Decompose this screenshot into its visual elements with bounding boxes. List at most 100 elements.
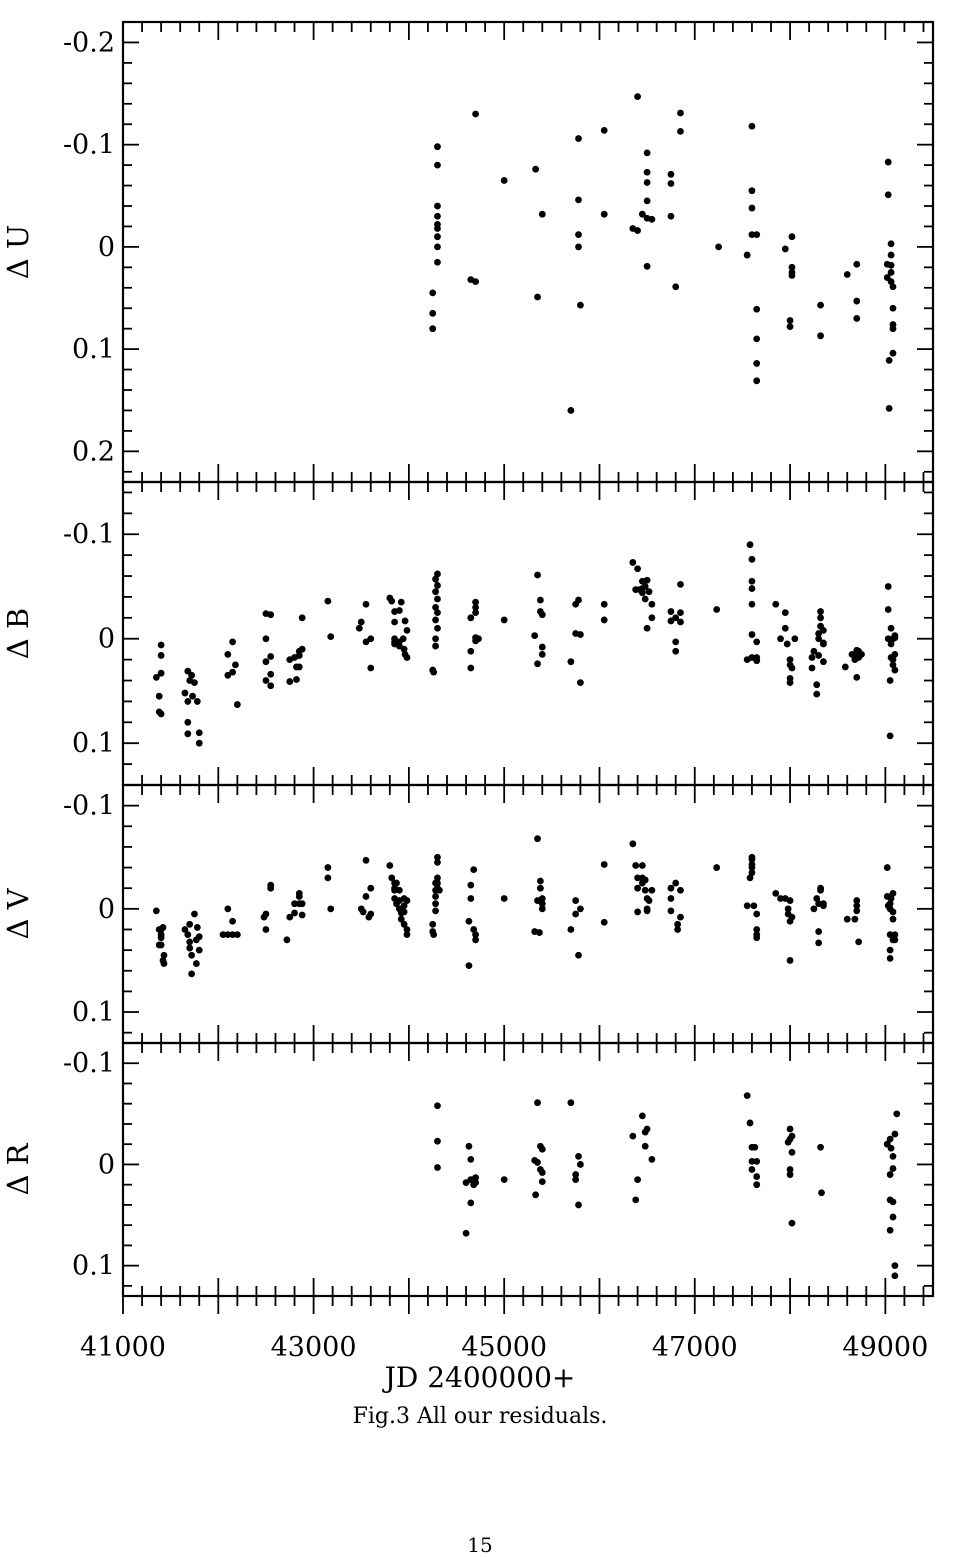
data-point-v — [648, 886, 656, 894]
data-point-b — [677, 609, 684, 617]
data-point-r — [753, 1173, 761, 1180]
data-point-u — [434, 161, 441, 169]
data-point-r — [886, 1226, 894, 1234]
data-point-b — [224, 650, 232, 658]
data-point-b — [748, 555, 756, 563]
data-point-r — [786, 1171, 794, 1178]
data-point-v — [267, 884, 275, 892]
data-point-v — [434, 874, 441, 882]
data-point-r — [891, 1262, 899, 1270]
data-point-u — [884, 158, 892, 166]
data-point-v — [367, 910, 375, 918]
data-point-b — [786, 656, 794, 664]
data-point-u — [472, 278, 479, 286]
data-point-v — [470, 926, 478, 933]
data-point-u — [786, 317, 794, 324]
data-point-u — [884, 191, 892, 199]
page-number: 15 — [467, 1533, 493, 1557]
data-point-v — [753, 934, 761, 942]
data-point-u — [434, 243, 441, 251]
data-point-v — [891, 936, 899, 944]
data-point-v — [286, 913, 294, 921]
data-point-r — [788, 1132, 796, 1140]
data-point-r — [538, 1169, 546, 1176]
data-point-r — [748, 1166, 756, 1173]
data-point-v — [641, 886, 649, 894]
data-point-v — [193, 924, 201, 931]
data-point-b — [786, 679, 794, 687]
panel-v-ytick-label: 0 — [98, 894, 115, 925]
data-point-b — [157, 641, 165, 649]
data-point-v — [843, 915, 851, 923]
data-point-b — [367, 635, 375, 643]
data-point-u — [575, 196, 582, 204]
data-point-u — [667, 180, 675, 187]
data-point-v — [667, 884, 675, 892]
data-point-u — [677, 109, 684, 117]
data-point-v — [229, 917, 236, 925]
data-point-r — [434, 1102, 441, 1110]
panel-r-frame — [121, 1041, 935, 1298]
data-point-v — [388, 874, 396, 882]
data-point-u — [600, 210, 608, 218]
data-point-b — [432, 603, 439, 611]
data-point-b — [184, 730, 192, 738]
data-point-u — [885, 356, 893, 364]
data-point-v — [788, 913, 796, 921]
data-point-r — [786, 1125, 794, 1133]
data-point-r — [472, 1174, 479, 1181]
data-point-r — [891, 1130, 899, 1138]
data-point-b — [538, 650, 546, 658]
figure-caption: Fig.3 All our residuals. — [352, 1404, 608, 1429]
data-point-r — [434, 1137, 441, 1145]
data-point-u — [788, 263, 796, 271]
x-tick-label: 45000 — [461, 1332, 547, 1363]
data-point-v — [883, 864, 891, 871]
data-point-v — [397, 915, 405, 923]
data-point-u — [434, 143, 441, 151]
data-point-v — [674, 926, 682, 933]
data-point-b — [467, 647, 475, 655]
data-point-b — [567, 658, 575, 666]
data-point-r — [467, 1155, 475, 1163]
data-point-b — [262, 635, 270, 643]
data-point-b — [286, 678, 294, 685]
data-point-v — [430, 931, 438, 939]
data-point-b — [577, 679, 584, 687]
data-point-b — [357, 618, 365, 626]
data-point-r — [891, 1272, 899, 1280]
data-point-r — [786, 1166, 794, 1173]
data-point-r — [500, 1176, 508, 1184]
panel-u-ylabel: Δ U — [1, 225, 35, 280]
data-point-r — [462, 1229, 470, 1237]
data-point-u — [643, 262, 651, 270]
data-point-b — [629, 559, 637, 566]
data-point-b — [781, 624, 789, 632]
data-point-v — [362, 856, 370, 864]
data-point-b — [891, 666, 899, 674]
data-point-v — [645, 897, 653, 904]
data-point-u — [667, 170, 675, 178]
data-point-u — [753, 231, 761, 239]
data-point-b — [367, 664, 375, 672]
data-point-u — [753, 360, 761, 367]
data-point-r — [889, 1213, 897, 1221]
data-point-b — [641, 595, 649, 603]
data-point-v — [634, 874, 641, 882]
data-point-u — [743, 251, 751, 259]
data-point-b — [820, 658, 827, 666]
data-point-b — [475, 635, 482, 643]
data-point-u — [677, 127, 684, 135]
data-point-b — [817, 614, 824, 622]
data-point-u — [434, 233, 441, 241]
data-point-v — [298, 911, 306, 919]
data-point-b — [400, 645, 408, 653]
data-point-r — [788, 1148, 796, 1156]
data-point-u — [575, 243, 582, 251]
panel-v-ytick-label: -0.1 — [63, 791, 115, 822]
data-point-b — [677, 618, 684, 626]
data-point-u — [889, 325, 897, 333]
data-point-b — [808, 664, 816, 672]
data-point-b — [886, 677, 894, 684]
